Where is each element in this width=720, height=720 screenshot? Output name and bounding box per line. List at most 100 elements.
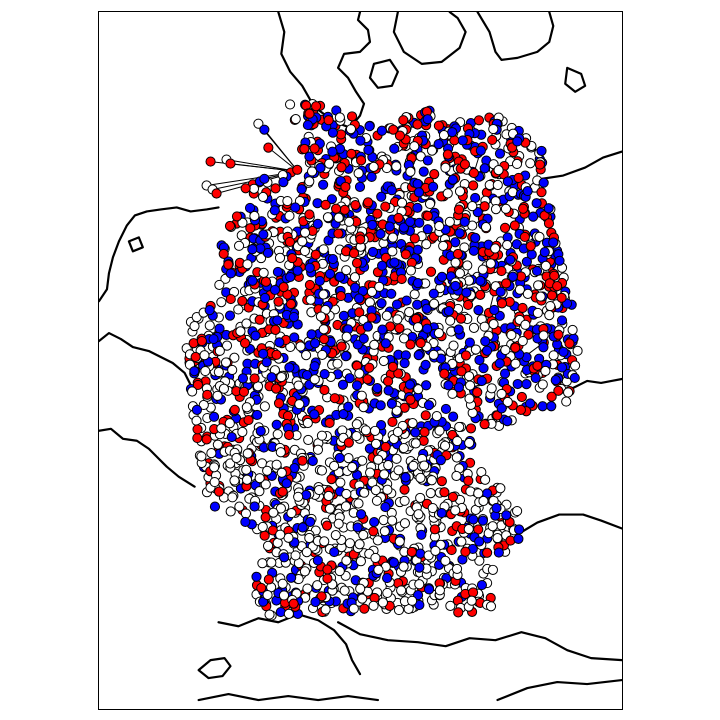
map-node <box>284 362 295 373</box>
map-node <box>302 119 313 131</box>
map-node <box>343 401 354 412</box>
map-node <box>314 275 325 287</box>
map-node <box>442 149 453 160</box>
map-node <box>459 216 470 227</box>
map-node <box>278 177 289 188</box>
map-node <box>447 174 458 185</box>
map-node <box>316 430 328 441</box>
map-node <box>258 267 269 278</box>
map-node <box>394 323 405 334</box>
map-node <box>346 148 357 159</box>
map-node <box>304 532 315 544</box>
map-node <box>233 240 245 251</box>
map-node <box>312 218 323 229</box>
map-node <box>509 220 520 231</box>
map-node <box>244 202 256 214</box>
map-node <box>238 386 250 397</box>
map-node <box>271 419 282 430</box>
map-node <box>479 419 490 430</box>
map-node <box>254 314 265 325</box>
map-node <box>218 248 229 259</box>
map-node <box>270 183 281 194</box>
map-node <box>318 289 329 300</box>
map-node <box>312 555 323 566</box>
map-node <box>301 369 313 381</box>
map-node <box>405 216 416 227</box>
map-node <box>259 124 270 135</box>
map-node <box>240 516 251 528</box>
border-slovenia <box>496 678 622 702</box>
map-node <box>375 400 386 411</box>
map-node <box>396 585 407 596</box>
map-node <box>414 579 425 590</box>
map-node <box>309 143 320 154</box>
map-node <box>464 371 475 382</box>
map-node <box>554 255 565 266</box>
map-node <box>251 571 262 582</box>
map-node <box>370 485 381 496</box>
map-node <box>329 393 340 404</box>
map-node <box>406 546 417 558</box>
map-node <box>273 296 284 307</box>
map-node <box>284 236 295 248</box>
border-switzerland <box>217 613 362 676</box>
map-node <box>302 583 313 594</box>
map-node <box>564 338 575 349</box>
map-node <box>487 134 498 146</box>
map-node <box>267 525 278 536</box>
map-node <box>378 355 389 367</box>
border-belgium <box>99 331 192 387</box>
map-node <box>377 324 388 335</box>
map-node <box>453 382 465 393</box>
map-node <box>372 208 383 219</box>
map-node <box>494 358 505 369</box>
map-node <box>235 326 246 337</box>
map-node <box>333 228 344 239</box>
map-node <box>191 404 203 415</box>
map-node <box>495 483 506 494</box>
map-node <box>468 514 479 525</box>
map-node <box>436 507 447 519</box>
map-node <box>468 245 479 256</box>
map-node <box>216 423 227 434</box>
map-node <box>369 516 380 528</box>
map-node <box>192 379 204 391</box>
map-node <box>489 304 500 316</box>
map-node <box>493 547 504 558</box>
map-node <box>290 114 301 125</box>
map-node <box>362 197 374 208</box>
map-node <box>225 458 236 469</box>
map-node <box>482 547 493 558</box>
map-node <box>367 219 378 231</box>
map-node <box>513 172 524 184</box>
map-node <box>278 590 290 601</box>
map-node <box>348 248 360 259</box>
map-node <box>339 585 350 596</box>
map-node <box>517 335 528 347</box>
map-node <box>488 123 499 135</box>
map-node <box>412 202 423 213</box>
map-node <box>517 302 528 314</box>
map-node <box>370 438 382 449</box>
map-node <box>426 475 437 486</box>
map-node <box>436 271 448 282</box>
border-czech <box>566 377 622 393</box>
map-node <box>407 595 418 606</box>
map-node <box>209 501 221 512</box>
map-node <box>413 350 424 361</box>
map-node <box>284 210 295 221</box>
map-node <box>229 404 240 415</box>
map-node <box>310 596 321 608</box>
map-node <box>480 221 492 233</box>
map-node <box>412 278 423 289</box>
map-node <box>307 166 318 177</box>
map-node <box>335 290 347 302</box>
map-node <box>522 288 533 299</box>
map-node <box>386 288 397 299</box>
map-node <box>309 409 320 420</box>
map-node <box>299 143 310 154</box>
map-node <box>379 526 390 537</box>
map-node <box>476 375 487 387</box>
map-node <box>338 409 349 420</box>
map-node <box>334 566 345 577</box>
